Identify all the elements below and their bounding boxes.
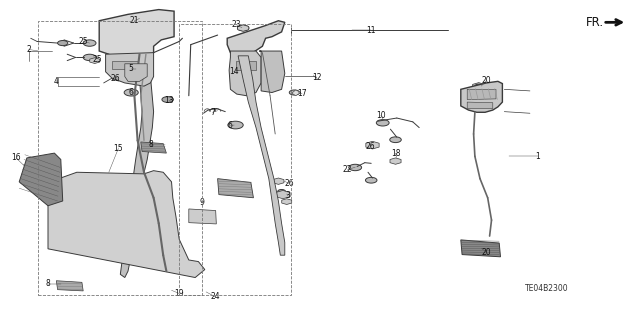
Text: 14: 14 <box>228 67 239 76</box>
Circle shape <box>349 164 362 171</box>
Polygon shape <box>48 171 205 278</box>
Circle shape <box>365 177 377 183</box>
Polygon shape <box>227 21 285 56</box>
Polygon shape <box>467 102 493 108</box>
Circle shape <box>228 121 243 129</box>
Circle shape <box>58 41 68 46</box>
Text: 2: 2 <box>26 45 31 54</box>
Polygon shape <box>236 61 256 70</box>
Polygon shape <box>472 83 485 90</box>
Text: 12: 12 <box>312 73 321 82</box>
Circle shape <box>83 40 96 46</box>
Polygon shape <box>238 56 285 255</box>
Polygon shape <box>461 240 500 257</box>
Text: 4: 4 <box>54 77 59 86</box>
Circle shape <box>475 84 483 88</box>
Text: 26: 26 <box>365 142 375 151</box>
Text: 9: 9 <box>200 198 205 207</box>
Polygon shape <box>218 179 253 198</box>
Polygon shape <box>112 61 138 69</box>
Text: 8: 8 <box>45 279 51 288</box>
Polygon shape <box>229 51 261 96</box>
Text: 23: 23 <box>232 20 242 29</box>
Circle shape <box>237 25 249 31</box>
Text: 7: 7 <box>210 108 215 117</box>
Text: 20: 20 <box>481 76 492 85</box>
Text: 6: 6 <box>228 121 233 130</box>
Polygon shape <box>141 142 166 153</box>
Circle shape <box>124 89 138 96</box>
Polygon shape <box>472 245 485 252</box>
Circle shape <box>162 97 173 102</box>
Text: 1: 1 <box>535 152 540 161</box>
Circle shape <box>289 90 300 95</box>
Polygon shape <box>276 190 290 199</box>
Polygon shape <box>259 51 285 93</box>
Polygon shape <box>189 209 216 224</box>
Polygon shape <box>234 67 246 74</box>
Text: FR.: FR. <box>586 16 604 29</box>
Polygon shape <box>19 153 63 206</box>
Polygon shape <box>113 75 124 81</box>
Text: 26: 26 <box>284 179 294 188</box>
Text: 25: 25 <box>92 55 102 63</box>
Circle shape <box>83 54 96 61</box>
Text: 17: 17 <box>297 89 307 98</box>
Text: 11: 11 <box>367 26 376 35</box>
Text: 22: 22 <box>343 165 352 174</box>
Polygon shape <box>106 53 154 86</box>
Text: 8: 8 <box>148 140 154 149</box>
Polygon shape <box>273 178 284 184</box>
Circle shape <box>390 137 401 143</box>
Text: 26: 26 <box>110 74 120 83</box>
Polygon shape <box>90 58 100 63</box>
Circle shape <box>376 120 389 126</box>
Polygon shape <box>125 64 147 81</box>
Polygon shape <box>56 281 83 291</box>
Polygon shape <box>138 20 150 26</box>
Text: 18: 18 <box>391 149 400 158</box>
Bar <box>179 24 291 295</box>
Circle shape <box>54 179 67 185</box>
Polygon shape <box>120 54 154 278</box>
Text: 25: 25 <box>78 37 88 46</box>
Circle shape <box>53 226 68 234</box>
Circle shape <box>133 19 148 26</box>
Polygon shape <box>467 89 496 100</box>
Text: 21: 21 <box>130 16 139 25</box>
Circle shape <box>475 246 483 250</box>
Bar <box>38 21 202 295</box>
Text: 24: 24 <box>210 292 220 301</box>
Polygon shape <box>282 199 292 204</box>
Text: 13: 13 <box>164 96 174 105</box>
Circle shape <box>278 189 285 193</box>
Polygon shape <box>390 158 401 164</box>
Text: 19: 19 <box>174 289 184 298</box>
Circle shape <box>236 68 244 72</box>
Circle shape <box>154 226 166 233</box>
Text: 5: 5 <box>129 64 134 73</box>
Polygon shape <box>366 141 379 149</box>
Text: 15: 15 <box>113 144 124 153</box>
Circle shape <box>190 214 200 219</box>
Text: 3: 3 <box>285 191 291 200</box>
Polygon shape <box>237 25 249 31</box>
Text: 10: 10 <box>376 111 386 120</box>
Text: 20: 20 <box>481 248 492 256</box>
Polygon shape <box>461 81 502 112</box>
Text: 6: 6 <box>129 88 134 97</box>
Polygon shape <box>292 90 301 96</box>
Polygon shape <box>99 10 174 64</box>
Text: TE04B2300: TE04B2300 <box>525 284 568 293</box>
Circle shape <box>204 214 214 219</box>
Text: 16: 16 <box>11 153 21 162</box>
